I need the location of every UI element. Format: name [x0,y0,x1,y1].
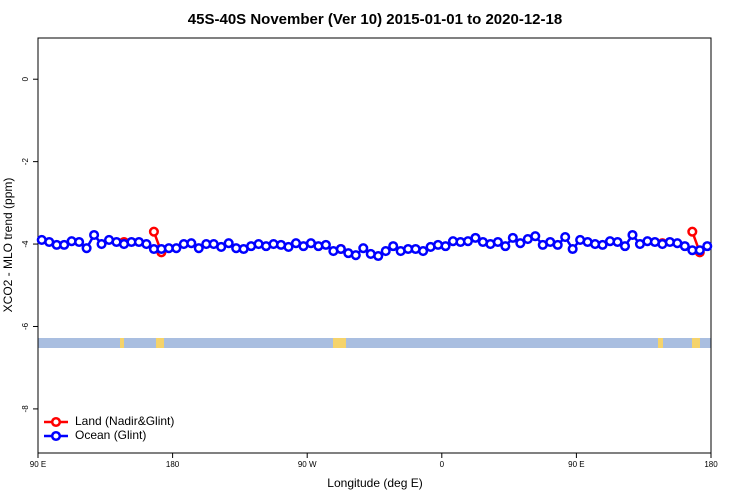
x-tick-label: 90 E [568,460,584,469]
data-point [702,241,713,252]
land-patch [692,338,700,348]
data-point [567,243,578,255]
x-tick-label: 90 W [298,460,317,469]
data-point [171,243,182,254]
x-tick-label: 180 [704,460,718,469]
y-axis-label: XCO2 - MLO trend (ppm) [1,178,15,313]
data-point [440,241,451,252]
data-point [418,246,429,257]
data-point [81,243,92,254]
data-point [470,232,481,243]
data-point [350,250,361,261]
data-point [74,236,85,248]
data-point [216,241,227,252]
data-point [612,236,623,248]
data-point [515,238,526,249]
data-point [148,226,159,237]
data-point [694,245,705,256]
data-point [380,246,391,257]
chart-title: 45S-40S November (Ver 10) 2015-01-01 to … [188,11,562,28]
data-point [89,229,100,241]
data-point [335,243,346,255]
land-patch [658,338,663,348]
data-point [388,241,399,252]
data-point [320,239,331,250]
legend-label: Ocean (Glint) [75,428,146,442]
legend: Land (Nadir&Glint)Ocean (Glint) [44,414,174,442]
data-point [619,241,631,252]
data-point [373,250,384,262]
data-point [627,229,638,241]
data-point [687,226,698,237]
data-point [597,239,608,250]
data-point [500,241,511,252]
data-point [96,239,107,250]
data-point [223,238,234,249]
y-tick-label: -8 [21,405,30,413]
surface-strip [38,338,711,348]
y-tick-label: -6 [21,322,30,330]
data-point [560,232,571,243]
data-point [283,241,294,252]
data-point [193,243,204,254]
x-tick-label: 0 [440,460,445,469]
land-patch [333,338,346,348]
data-point [358,243,369,254]
data-point [186,238,197,249]
data-point [530,231,541,242]
ocean-strip [38,338,711,348]
legend-label: Land (Nadir&Glint) [75,414,174,428]
x-tick-label: 180 [166,460,180,469]
land-patch [156,338,164,348]
y-tick-label: -2 [21,158,30,166]
land-patch [120,338,124,348]
legend-marker [50,416,62,428]
y-tick-label: 0 [21,76,30,81]
data-point [507,232,518,243]
data-point [492,236,503,248]
y-tick-label: -4 [21,240,30,248]
data-point [59,239,70,250]
x-axis-label: Longitude (deg E) [327,476,422,490]
data-point [679,241,690,252]
data-point [552,239,563,250]
legend-marker [50,430,62,442]
data-point [141,239,152,250]
x-tick-label: 90 E [30,460,46,469]
